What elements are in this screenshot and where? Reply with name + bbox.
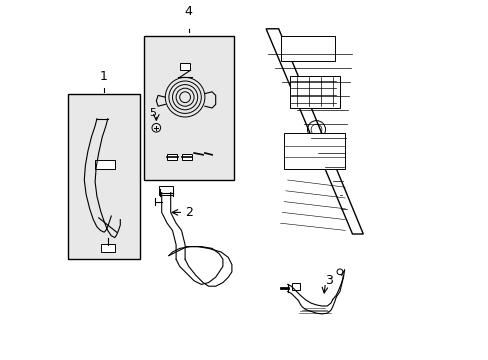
Bar bbox=[292, 283, 299, 290]
Bar bbox=[284, 133, 345, 169]
Bar bbox=[289, 76, 339, 108]
Bar bbox=[179, 63, 190, 70]
Text: 4: 4 bbox=[184, 5, 192, 18]
Text: 2: 2 bbox=[185, 206, 193, 219]
Text: 3: 3 bbox=[325, 274, 333, 287]
Bar bbox=[101, 244, 115, 252]
Bar bbox=[159, 186, 173, 195]
Text: 1: 1 bbox=[100, 70, 108, 83]
FancyBboxPatch shape bbox=[143, 36, 233, 180]
Text: 5: 5 bbox=[149, 108, 156, 118]
FancyBboxPatch shape bbox=[68, 94, 140, 259]
Bar bbox=[181, 154, 191, 160]
Bar bbox=[167, 154, 177, 160]
Bar bbox=[280, 36, 334, 61]
Bar bbox=[95, 160, 115, 169]
